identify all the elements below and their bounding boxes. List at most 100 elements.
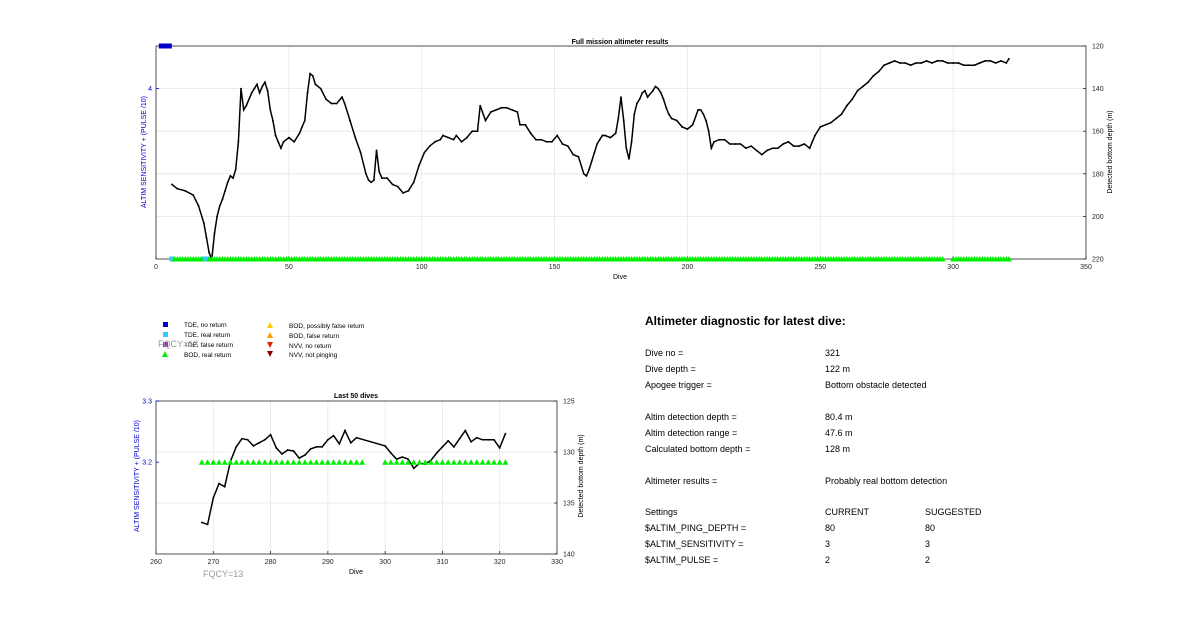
- bottom-depth-point: [242, 109, 245, 111]
- bottom-depth-point: [620, 96, 622, 99]
- diag-value: 122 m: [825, 364, 851, 374]
- purple-square-icon: [162, 342, 168, 347]
- bottom-depth-point: [309, 448, 312, 450]
- bottom-depth-point: [245, 104, 248, 107]
- diag-label: Calculated bottom depth =: [645, 444, 751, 454]
- bottom-depth-point: [872, 74, 875, 77]
- bottom-depth-point: [176, 187, 179, 190]
- bottom-depth-point: [909, 64, 912, 67]
- return-marker-triangle: [433, 459, 440, 465]
- return-marker-triangle: [336, 459, 343, 465]
- diag-label: Altim detection range =: [645, 428, 738, 438]
- legend-item-nvv-not-pinging: NVV, not pinging: [265, 351, 337, 359]
- bottom-depth-point: [258, 441, 261, 444]
- legend-label: TDE, no return: [184, 322, 227, 329]
- bottom-depth-point: [386, 177, 389, 179]
- chart1-grid: [156, 46, 1086, 259]
- bottom-depth-point: [915, 62, 917, 64]
- setting-suggested: 3: [925, 539, 931, 549]
- diag-label: Apogee trigger =: [645, 380, 712, 390]
- legend-item-tde-no-return: TDE, no return: [160, 322, 227, 329]
- x-tick-label: 150: [549, 264, 561, 271]
- bottom-depth-point: [760, 153, 763, 156]
- bottom-depth-point: [830, 121, 832, 124]
- diag-row-apogee-trigger: Apogee trigger = Bottom obstacle detected: [645, 380, 1105, 394]
- return-marker-triangle: [502, 459, 509, 465]
- bottom-depth-point: [590, 160, 593, 162]
- bottom-depth-point: [309, 72, 312, 75]
- bottom-depth-point: [588, 168, 591, 171]
- bottom-depth-point: [957, 62, 960, 64]
- y-right-tick-label: 140: [563, 552, 575, 559]
- bottom-depth-point: [298, 457, 301, 460]
- y-left-tick-label: 3.3: [142, 399, 152, 406]
- return-marker-triangle: [296, 459, 303, 465]
- bottom-depth-point: [498, 447, 501, 449]
- chart2-grid: [156, 401, 557, 554]
- bottom-depth-point: [630, 140, 633, 143]
- x-tick-label: 100: [416, 264, 428, 271]
- return-marker-triangle: [399, 459, 406, 465]
- legend-label: NVV, no return: [289, 342, 332, 350]
- legend-item-bod-possibly-false: BOD, possibly false return: [265, 322, 365, 330]
- bottom-depth-point: [407, 458, 409, 461]
- bottom-depth-point: [349, 441, 352, 444]
- bottom-depth-point: [304, 454, 306, 456]
- return-marker-square: [164, 43, 170, 49]
- legend-label: BOD, possibly false return: [289, 322, 365, 330]
- return-marker-triangle: [439, 459, 446, 465]
- bottom-depth-point: [798, 145, 800, 148]
- return-marker-triangle: [456, 459, 463, 465]
- bottom-depth-point: [384, 444, 387, 447]
- setting-current: 2: [825, 555, 831, 565]
- return-marker-triangle: [445, 459, 452, 465]
- bottom-depth-point: [258, 91, 261, 94]
- diag-row-calculated-bottom-depth: Calculated bottom depth = 128 m: [645, 444, 1105, 458]
- bottom-depth-point: [840, 113, 843, 116]
- bottom-depth-point: [1008, 57, 1010, 60]
- return-marker-triangle: [256, 459, 263, 465]
- bottom-depth-point: [665, 106, 668, 109]
- bottom-depth-point: [355, 436, 358, 439]
- bottom-depth-point: [452, 138, 455, 141]
- chart1-title: Full mission altimeter results: [572, 39, 669, 46]
- bottom-depth-point: [561, 143, 564, 145]
- return-marker-triangle: [422, 459, 429, 465]
- setting-label: $ALTIM_PING_DEPTH =: [645, 523, 747, 533]
- bottom-depth-point: [226, 181, 229, 184]
- bottom-depth-point: [279, 147, 282, 150]
- bottom-depth-point: [968, 64, 970, 67]
- bottom-depth-point: [734, 143, 737, 145]
- return-marker-triangle: [313, 459, 320, 465]
- bottom-depth-point: [476, 130, 479, 133]
- bottom-depth-point: [354, 136, 357, 139]
- return-marker-triangle: [273, 459, 280, 465]
- bottom-depth-point: [641, 91, 644, 94]
- bottom-depth-point: [899, 62, 901, 64]
- bottom-depth-point: [776, 147, 779, 150]
- return-marker-triangle: [387, 459, 394, 465]
- bottom-depth-point: [325, 98, 327, 101]
- return-marker-square: [203, 256, 209, 262]
- bottom-depth-point: [766, 149, 769, 152]
- bottom-depth-point: [218, 482, 220, 485]
- bottom-depth-point: [1005, 62, 1008, 64]
- bottom-depth-point: [835, 117, 838, 120]
- return-marker-triangle: [473, 459, 480, 465]
- bottom-depth-point: [625, 147, 628, 150]
- bottom-depth-point: [275, 447, 278, 449]
- x-tick-label: 270: [207, 559, 219, 566]
- bottom-depth-point: [232, 177, 234, 179]
- bottom-depth-point: [644, 89, 646, 92]
- bottom-depth-point: [481, 438, 484, 441]
- bottom-depth-point: [604, 134, 606, 137]
- chart1-series: [171, 57, 1010, 260]
- return-marker-triangle: [198, 256, 205, 262]
- return-marker-triangle: [307, 459, 314, 465]
- bottom-depth-point: [269, 109, 272, 111]
- bottom-depth-point: [535, 138, 537, 141]
- bottom-depth-point: [396, 185, 399, 188]
- bottom-depth-point: [493, 438, 495, 441]
- bottom-depth-point: [707, 130, 710, 133]
- bottom-depth-point: [253, 87, 256, 90]
